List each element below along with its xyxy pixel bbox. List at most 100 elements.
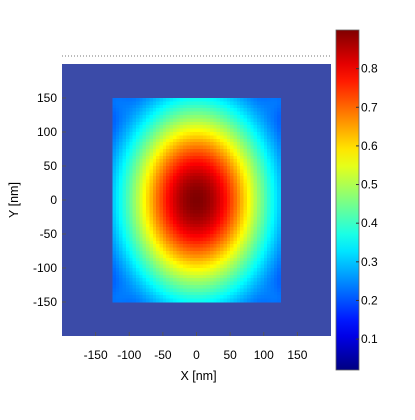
heatmap-cell [152, 189, 157, 194]
heatmap-cell [122, 115, 127, 119]
heatmap-cell [226, 274, 231, 279]
heatmap-cell [240, 193, 245, 198]
heatmap-cell [267, 240, 272, 245]
heatmap-cell [142, 298, 147, 303]
y-tick-label: -50 [40, 227, 58, 241]
heatmap-cell [250, 210, 255, 215]
y-tick-label: -150 [33, 295, 57, 309]
heatmap-cell [112, 251, 117, 255]
heatmap-cell [230, 142, 235, 147]
heatmap-cell [149, 142, 154, 147]
heatmap-cell [119, 101, 124, 106]
heatmap-cell [253, 210, 258, 215]
heatmap-cell [162, 115, 167, 119]
heatmap-cell [122, 271, 127, 276]
heatmap-cell [139, 142, 144, 147]
heatmap-cell [213, 288, 218, 293]
heatmap-cell [176, 288, 181, 293]
heatmap-cell [216, 257, 221, 262]
heatmap-cell [176, 234, 181, 238]
heatmap-cell [236, 108, 241, 113]
heatmap-cell [213, 274, 218, 279]
heatmap-cell [172, 186, 177, 191]
heatmap-cell [263, 223, 268, 228]
heatmap-cell [193, 274, 198, 279]
heatmap-cell [166, 98, 171, 102]
heatmap-cell [166, 132, 171, 136]
heatmap-cell [209, 115, 214, 119]
heatmap-cell [186, 162, 191, 167]
heatmap-cell [179, 132, 184, 136]
heatmap-cell [226, 138, 231, 143]
heatmap-cell [220, 271, 224, 276]
heatmap-cell [273, 288, 278, 293]
heatmap-cell [233, 196, 238, 201]
heatmap-cell [169, 257, 174, 262]
heatmap-cell [216, 274, 221, 279]
heatmap-cell [129, 291, 134, 296]
heatmap-cell [250, 104, 255, 109]
heatmap-cell [199, 203, 204, 208]
heatmap-cell [149, 152, 154, 157]
heatmap-cell [162, 247, 167, 252]
heatmap-cell [257, 121, 261, 126]
heatmap-cell [186, 104, 191, 109]
heatmap-cell [246, 128, 251, 133]
heatmap-cell [149, 125, 154, 130]
heatmap-cell [179, 268, 184, 272]
heatmap-cell [183, 101, 188, 106]
heatmap-cell [233, 274, 238, 279]
colorbar-tick-label: 0.2 [361, 293, 378, 307]
heatmap-cell [159, 278, 164, 283]
heatmap-cell [166, 298, 171, 303]
heatmap-cell [233, 186, 238, 191]
heatmap-cell [176, 115, 181, 119]
heatmap-cell [240, 240, 245, 245]
heatmap-cell [260, 132, 265, 136]
heatmap-cell [203, 186, 208, 191]
heatmap-cell [172, 203, 177, 208]
heatmap-cell [277, 251, 282, 255]
heatmap-cell [213, 291, 218, 296]
heatmap-cell [169, 285, 174, 289]
heatmap-cell [240, 98, 245, 102]
heatmap-cell [236, 118, 241, 123]
heatmap-cell [199, 274, 204, 279]
heatmap-cell [176, 278, 181, 283]
heatmap-cell [125, 274, 130, 279]
heatmap-cell [246, 132, 251, 136]
heatmap-cell [226, 271, 231, 276]
heatmap-cell [156, 142, 161, 147]
heatmap-cell [193, 172, 198, 177]
heatmap-cell [149, 121, 154, 126]
heatmap-cell [193, 203, 198, 208]
x-tick-label: 50 [223, 348, 237, 362]
heatmap-cell [196, 274, 201, 279]
heatmap-cell [189, 223, 194, 228]
heatmap-cell [179, 291, 184, 296]
heatmap-cell [122, 281, 127, 286]
heatmap-cell [216, 223, 221, 228]
heatmap-cell [196, 193, 201, 198]
heatmap-cell [189, 186, 194, 191]
heatmap-cell [135, 254, 140, 259]
heatmap-cell [172, 271, 177, 276]
heatmap-cell [267, 111, 272, 116]
heatmap-cell [162, 234, 167, 238]
heatmap-cell [213, 121, 218, 126]
heatmap-cell [172, 193, 177, 198]
heatmap-cell [179, 200, 184, 204]
heatmap-cell [122, 291, 127, 296]
heatmap-cell [135, 121, 140, 126]
heatmap-cell [226, 128, 231, 133]
heatmap-cell [273, 186, 278, 191]
heatmap-cell [139, 288, 144, 293]
heatmap-cell [260, 104, 265, 109]
heatmap-cell [112, 264, 117, 269]
heatmap-cell [230, 274, 235, 279]
heatmap-cell [169, 183, 174, 187]
heatmap-cell [260, 166, 265, 170]
heatmap-cell [129, 145, 134, 150]
heatmap-cell [142, 169, 147, 174]
heatmap-cell [179, 217, 184, 221]
